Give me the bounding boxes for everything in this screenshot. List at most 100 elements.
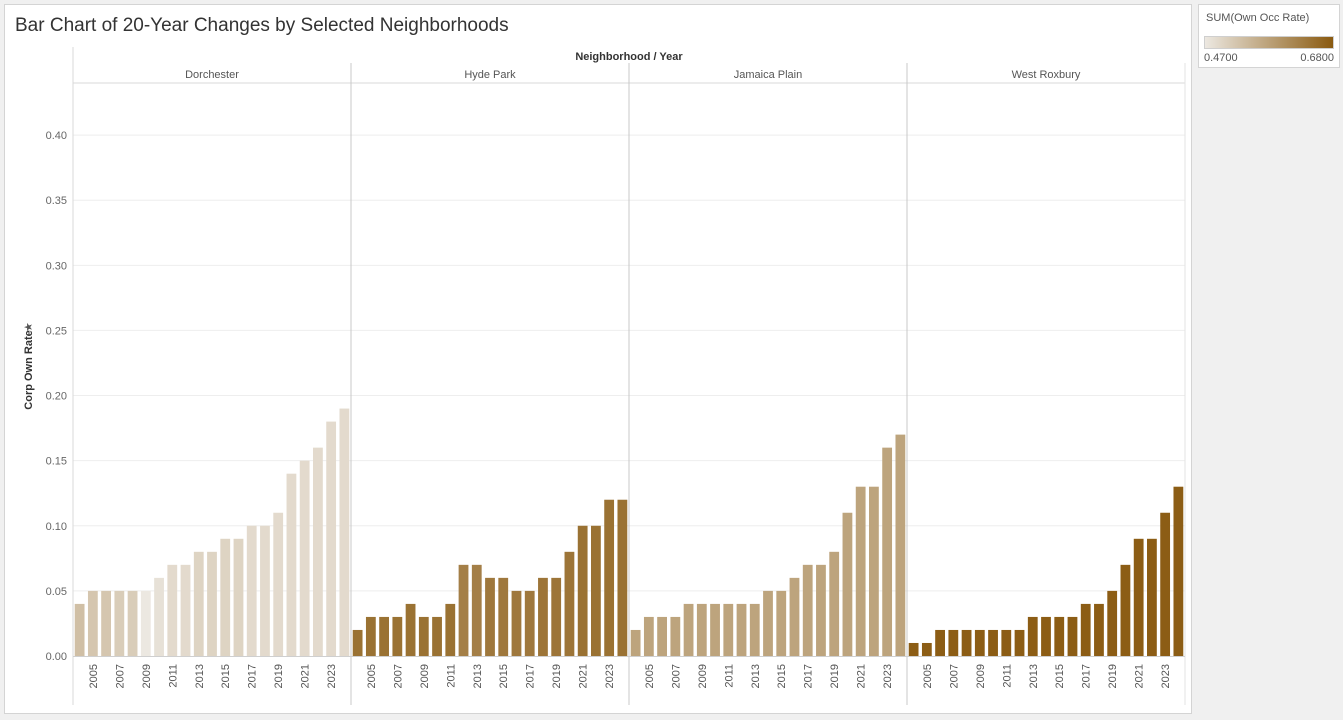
x-tick-label: 2005 xyxy=(644,664,656,688)
bar xyxy=(379,616,389,656)
bar xyxy=(87,590,98,656)
bar xyxy=(445,603,456,656)
x-tick-label: 2007 xyxy=(392,664,404,688)
bar xyxy=(882,447,893,656)
y-tick-label: 0.30 xyxy=(46,260,67,272)
x-tick-label: 2015 xyxy=(220,664,232,688)
bar xyxy=(749,603,760,656)
x-tick-label: 2019 xyxy=(551,664,563,688)
bar xyxy=(1054,616,1065,656)
bar xyxy=(313,447,323,656)
bar xyxy=(1067,616,1078,656)
x-tick-label: 2015 xyxy=(1054,664,1066,688)
bar xyxy=(802,564,813,656)
y-tick-label: 0.25 xyxy=(46,325,67,337)
bar xyxy=(154,577,164,656)
bar xyxy=(1094,603,1104,656)
x-tick-label: 2009 xyxy=(697,664,709,688)
bar xyxy=(895,434,906,656)
bar xyxy=(140,590,151,656)
bar xyxy=(180,564,191,656)
bar xyxy=(657,616,667,656)
bar xyxy=(617,499,628,656)
bar xyxy=(1014,629,1025,656)
x-tick-label: 2007 xyxy=(670,664,682,688)
bar xyxy=(789,577,800,656)
column-header: Neighborhood / Year xyxy=(575,51,683,63)
bar xyxy=(260,525,270,656)
bar xyxy=(1027,616,1038,656)
bar xyxy=(101,590,111,656)
bar xyxy=(604,499,615,656)
bar xyxy=(855,486,866,656)
bar xyxy=(207,551,217,656)
bar xyxy=(723,603,734,656)
x-tick-label: 2015 xyxy=(498,664,510,688)
bar-chart: Neighborhood / Year 0.00 0.05 0.10 0.15 0.20 0… xyxy=(23,47,1186,705)
bar xyxy=(683,603,694,656)
x-tick-label: 2007 xyxy=(948,664,960,688)
bar xyxy=(418,616,429,656)
bar xyxy=(511,590,522,656)
x-tick-label: 2023 xyxy=(604,664,616,688)
bar xyxy=(405,603,416,656)
bar xyxy=(551,577,562,656)
bar xyxy=(339,408,350,656)
bar xyxy=(193,551,204,656)
x-tick-label: 2005 xyxy=(366,664,378,688)
bar xyxy=(273,512,284,656)
bar xyxy=(948,629,959,656)
bar xyxy=(299,460,310,656)
panel-header-hyde-park: Hyde Park xyxy=(464,69,516,81)
bar xyxy=(1107,590,1118,656)
x-tick-label: 2009 xyxy=(975,664,987,688)
color-legend[interactable]: SUM(Own Occ Rate) 0.4700 0.6800 xyxy=(1198,4,1340,68)
bar xyxy=(167,564,178,656)
y-tick-label: 0.00 xyxy=(46,651,67,663)
bar xyxy=(432,616,442,656)
bar xyxy=(643,616,654,656)
x-tick-label: 2011 xyxy=(167,664,179,688)
x-tick-label: 2011 xyxy=(723,664,735,688)
x-tick-label: 2017 xyxy=(247,664,259,688)
bar xyxy=(485,577,495,656)
x-tick-label: 2009 xyxy=(141,664,153,688)
bar xyxy=(365,616,376,656)
bar xyxy=(458,564,469,656)
legend-min-label: 0.4700 xyxy=(1204,52,1238,64)
bar xyxy=(1173,486,1184,656)
y-tick-label: 0.05 xyxy=(46,586,67,598)
y-axis-label: Corp Own Rate xyxy=(23,330,35,409)
bar xyxy=(776,590,787,656)
bar xyxy=(220,538,231,656)
x-tick-label: 2013 xyxy=(750,664,762,688)
bar xyxy=(1133,538,1144,656)
legend-title: SUM(Own Occ Rate) xyxy=(1206,12,1310,24)
bar xyxy=(921,642,932,656)
bar xyxy=(1080,603,1091,656)
x-tick-label: 2023 xyxy=(1160,664,1172,688)
bar xyxy=(710,603,720,656)
bar xyxy=(908,642,919,656)
x-tick-label: 2005 xyxy=(922,664,934,688)
legend-color-ramp xyxy=(1204,36,1334,49)
y-tick-label: 0.35 xyxy=(46,195,67,207)
panel-header-jamaica-plain: Jamaica Plain xyxy=(734,69,802,81)
x-tick-label: 2013 xyxy=(472,664,484,688)
pin-icon: ★ xyxy=(23,322,35,332)
x-tick-label: 2013 xyxy=(194,664,206,688)
bar xyxy=(1160,512,1171,656)
panel-header-west-roxbury: West Roxbury xyxy=(1012,69,1081,81)
x-tick-label: 2011 xyxy=(445,664,457,688)
bar xyxy=(286,473,297,656)
x-tick-label: 2007 xyxy=(114,664,126,688)
y-tick-label: 0.20 xyxy=(46,391,67,403)
bar xyxy=(763,590,773,656)
bar xyxy=(114,590,125,656)
x-tick-label: 2019 xyxy=(1107,664,1119,688)
bar xyxy=(736,603,747,656)
x-tick-label: 2005 xyxy=(88,664,100,688)
bar xyxy=(352,629,363,656)
bar xyxy=(538,577,548,656)
bar xyxy=(1041,616,1051,656)
